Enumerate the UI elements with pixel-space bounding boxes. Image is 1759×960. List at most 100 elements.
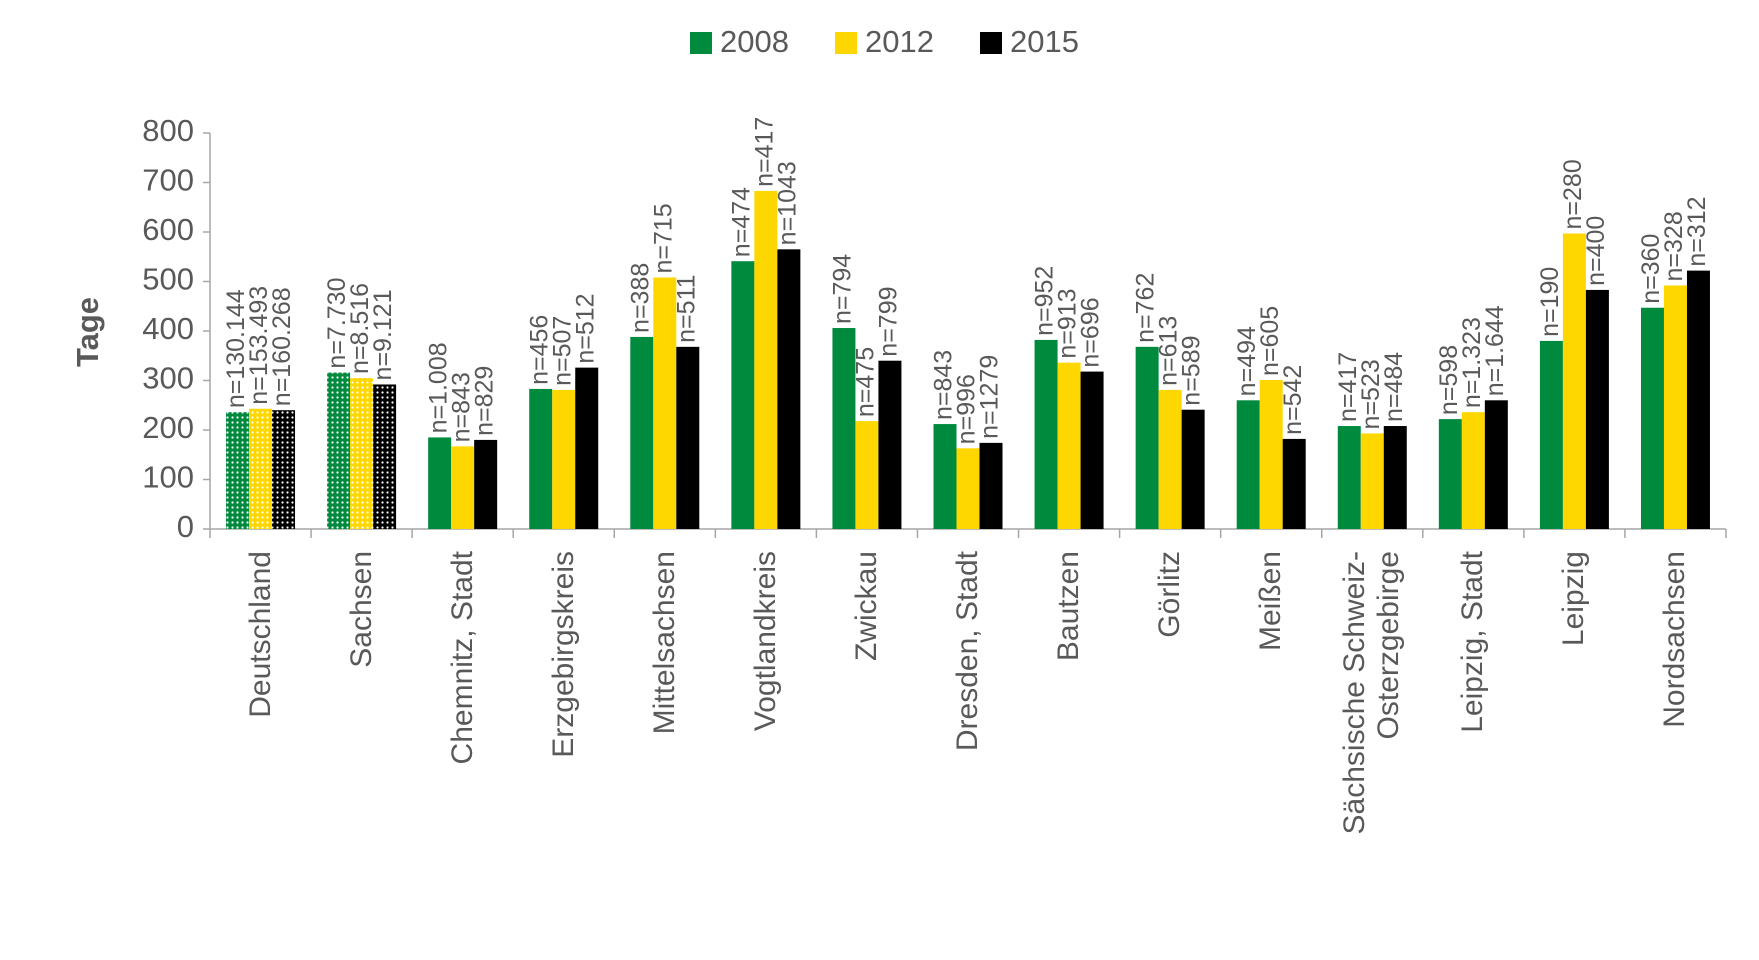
x-tick-label: Sächsische Schweiz-Osterzgebirge bbox=[1338, 551, 1406, 835]
bar bbox=[1057, 362, 1081, 529]
n-label: n=494 bbox=[1233, 326, 1261, 396]
bar bbox=[979, 442, 1003, 529]
bar bbox=[1135, 346, 1159, 529]
n-label: n=8.516 bbox=[346, 283, 374, 374]
bar bbox=[676, 346, 700, 529]
bar bbox=[1562, 233, 1586, 530]
bar-pattern bbox=[249, 408, 273, 529]
bar bbox=[1259, 380, 1283, 529]
bar bbox=[653, 277, 677, 529]
n-label: n=474 bbox=[727, 187, 755, 257]
bar bbox=[630, 336, 654, 529]
bar bbox=[575, 367, 599, 529]
bar bbox=[1337, 426, 1361, 529]
legend-label: 2015 bbox=[1010, 24, 1079, 59]
n-label: n=153.493 bbox=[245, 286, 273, 405]
n-label: n=762 bbox=[1132, 273, 1160, 343]
n-label: n=598 bbox=[1435, 345, 1463, 415]
n-label: n=456 bbox=[525, 315, 553, 385]
n-label: n=829 bbox=[470, 366, 498, 436]
legend-label: 2008 bbox=[720, 24, 789, 59]
x-tick-label: Erzgebirgskreis bbox=[546, 551, 580, 758]
bar-pattern bbox=[226, 412, 250, 529]
x-tick-label: Meißen bbox=[1254, 551, 1288, 652]
bar bbox=[1181, 409, 1205, 529]
x-tick-label: Nordsachsen bbox=[1658, 551, 1692, 728]
bar bbox=[451, 446, 475, 529]
n-label: n=843 bbox=[930, 350, 958, 420]
y-tick-label: 300 bbox=[142, 361, 194, 396]
n-label: n=417 bbox=[750, 117, 778, 187]
bar bbox=[1158, 389, 1182, 529]
bar bbox=[956, 448, 980, 529]
bar bbox=[1360, 433, 1384, 529]
bar bbox=[1383, 426, 1407, 529]
bar bbox=[529, 388, 553, 529]
x-tick-label: Leipzig, Stadt bbox=[1456, 551, 1490, 733]
bar bbox=[1080, 371, 1104, 529]
bar bbox=[1663, 285, 1687, 529]
n-label: n=696 bbox=[1077, 297, 1105, 367]
y-tick-label: 0 bbox=[177, 509, 194, 544]
y-tick-label: 700 bbox=[142, 163, 194, 198]
y-tick-label: 800 bbox=[142, 113, 194, 148]
x-tick-label: Vogtlandkreis bbox=[748, 551, 782, 732]
bar bbox=[1438, 419, 1462, 529]
bar bbox=[1585, 289, 1609, 529]
bar bbox=[1640, 307, 1664, 529]
y-tick-label: 600 bbox=[142, 212, 194, 247]
legend-swatch bbox=[690, 32, 712, 54]
y-tick-label: 500 bbox=[142, 262, 194, 297]
bar bbox=[731, 261, 755, 529]
bar bbox=[1686, 270, 1710, 529]
bar-pattern bbox=[350, 378, 374, 529]
x-tick-label: Chemnitz, Stadt bbox=[445, 551, 479, 765]
y-tick-label: 100 bbox=[142, 460, 194, 495]
n-label: n=1.008 bbox=[424, 342, 452, 433]
y-tick-label: 400 bbox=[142, 311, 194, 346]
n-label: n=160.268 bbox=[268, 287, 296, 406]
bar bbox=[1484, 400, 1508, 529]
n-label: n=913 bbox=[1054, 288, 1082, 358]
x-tick-label: Dresden, Stadt bbox=[951, 551, 984, 752]
n-label: n=400 bbox=[1582, 216, 1610, 286]
bar bbox=[878, 360, 902, 529]
n-label: n=605 bbox=[1256, 306, 1284, 376]
bar-pattern bbox=[327, 372, 351, 529]
bar bbox=[428, 437, 452, 529]
x-tick-label: Leipzig bbox=[1557, 551, 1591, 647]
bar bbox=[754, 190, 778, 530]
bar-pattern bbox=[373, 384, 397, 529]
n-label: n=475 bbox=[852, 347, 880, 417]
n-label: n=280 bbox=[1559, 159, 1587, 229]
y-axis-label: Tage bbox=[70, 297, 105, 367]
n-label: n=312 bbox=[1683, 196, 1711, 266]
n-label: n=512 bbox=[571, 293, 599, 363]
x-tick-label: Bautzen bbox=[1052, 551, 1086, 662]
bar bbox=[777, 249, 801, 529]
n-label: n=952 bbox=[1031, 266, 1059, 336]
y-tick-label: 200 bbox=[142, 410, 194, 445]
bar-pattern bbox=[272, 410, 296, 529]
bar bbox=[1539, 340, 1563, 529]
legend-swatch bbox=[980, 32, 1002, 54]
x-tick-label: Mittelsachsen bbox=[647, 551, 681, 735]
x-tick-label: Deutschland bbox=[243, 551, 277, 718]
bar bbox=[933, 424, 957, 529]
bar bbox=[1461, 412, 1485, 529]
x-tick-label: Zwickau bbox=[849, 551, 883, 662]
n-label: n=542 bbox=[1279, 365, 1307, 435]
n-label: n=484 bbox=[1380, 352, 1408, 422]
bar bbox=[855, 421, 879, 529]
bar bbox=[474, 439, 498, 529]
n-label: n=794 bbox=[829, 254, 857, 324]
n-label: n=799 bbox=[875, 286, 903, 356]
bar bbox=[1282, 438, 1306, 529]
n-label: n=1279 bbox=[976, 355, 1004, 439]
bar bbox=[1236, 400, 1260, 529]
n-label: n=388 bbox=[626, 263, 654, 333]
n-label: n=589 bbox=[1178, 335, 1206, 405]
legend-label: 2012 bbox=[865, 24, 934, 59]
n-label: n=190 bbox=[1536, 267, 1564, 337]
